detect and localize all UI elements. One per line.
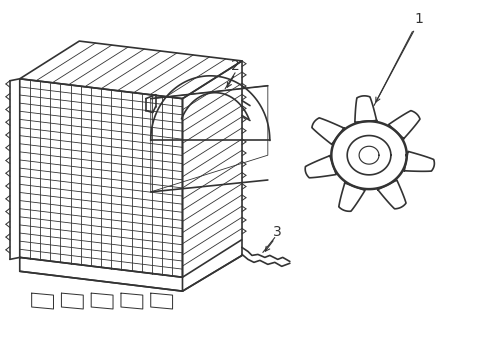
Text: 3: 3 xyxy=(273,225,282,239)
Text: 1: 1 xyxy=(414,12,423,26)
Text: 2: 2 xyxy=(231,59,240,73)
